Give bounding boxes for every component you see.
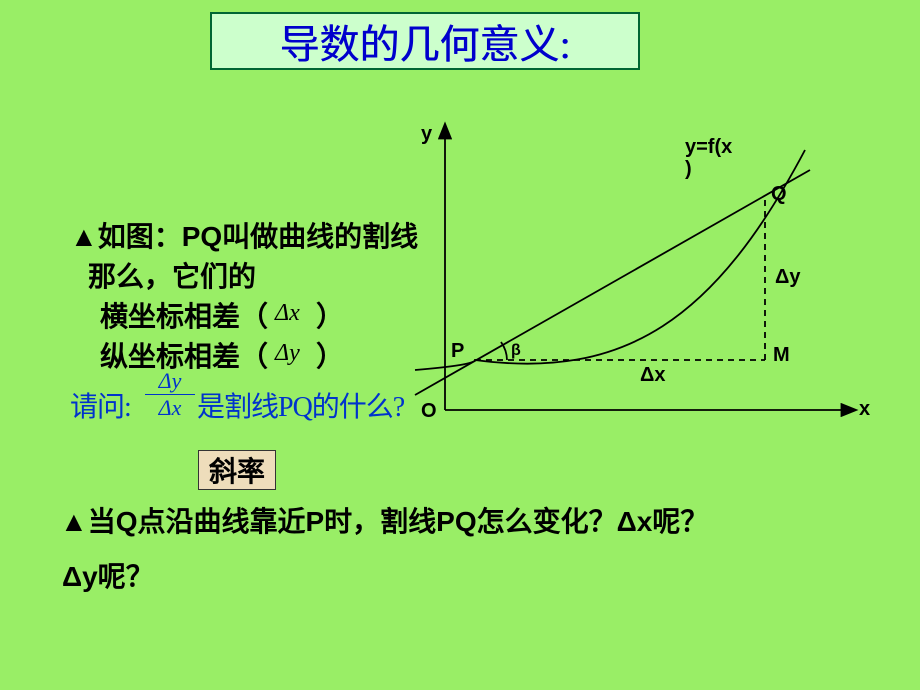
body-line-4b: ）: [316, 335, 344, 375]
diagram-label: Δx: [640, 364, 666, 387]
diagram-label: Δy: [775, 266, 801, 289]
slide: 导数的几何意义: ▲如图：PQ叫做曲线的割线 那么，它们的 横坐标相差（ Δx …: [0, 0, 920, 690]
fraction-num: Δy: [145, 370, 195, 394]
diagram-label: ): [685, 158, 692, 181]
diagram: y x Oy=f(x) P Q Mβ Δx Δy: [395, 120, 875, 460]
diagram-label: x: [859, 398, 870, 421]
delta-x-blank: Δx: [275, 300, 300, 327]
diagram-label: y=f(x: [685, 136, 732, 159]
delta-y-blank: Δy: [275, 340, 300, 367]
title-text: 导数的几何意义:: [279, 12, 570, 70]
diagram-label: y: [421, 123, 432, 146]
fraction-den: Δx: [145, 394, 195, 419]
body-line-3a: 横坐标相差（: [100, 295, 268, 335]
bottom-line-1: ▲当Q点沿曲线靠近P时，割线PQ怎么变化？Δx呢？: [60, 500, 708, 540]
diagram-label: M: [773, 344, 790, 367]
fraction: Δy Δx: [145, 370, 195, 419]
diagram-svg: [395, 120, 875, 460]
answer-text: 斜率: [209, 450, 265, 490]
bottom-line-2: Δy呢？: [62, 555, 154, 595]
question-pre: 请问:: [70, 385, 131, 425]
diagram-label: O: [421, 400, 437, 423]
diagram-label: β: [511, 342, 521, 360]
title-box: 导数的几何意义:: [210, 12, 640, 70]
question-post: 是割线PQ的什么?: [197, 385, 404, 425]
body-line-4a: 纵坐标相差（: [100, 335, 268, 375]
answer-box: 斜率: [198, 450, 276, 490]
body-line-3b: ）: [316, 295, 344, 335]
body-line-2: 那么，它们的: [88, 255, 256, 295]
body-line-1: ▲如图：PQ叫做曲线的割线: [70, 215, 418, 255]
diagram-label: Q: [771, 183, 787, 206]
diagram-label: P: [451, 340, 464, 363]
